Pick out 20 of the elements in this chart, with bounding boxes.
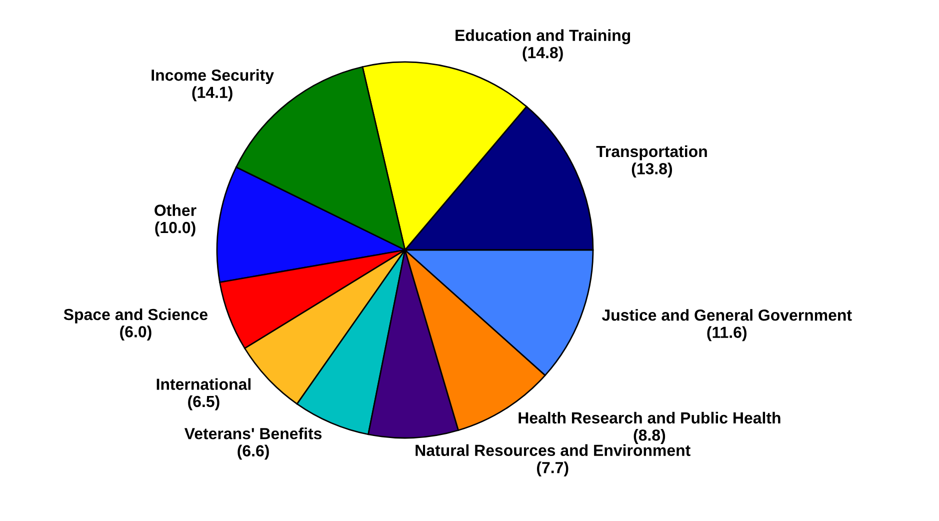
slice-label: Veterans' Benefits (184, 428, 322, 440)
slice-label: Natural Resources and Environment (416, 444, 690, 456)
slice-label: Justice and General Government (602, 309, 852, 321)
slice-label: Education and Training (456, 29, 630, 44)
data-label: (11.6) (707, 326, 746, 342)
data-label: (6.0) (120, 326, 152, 341)
data-label: (13.8) (632, 162, 672, 178)
data-label: (6.6) (238, 444, 269, 460)
slice-label: Space and Science (64, 308, 208, 324)
data-label: (6.5) (188, 395, 220, 410)
slice-label: International (156, 378, 250, 390)
slice-label: Transportation (596, 145, 707, 160)
data-label: (7.7) (536, 462, 568, 476)
slice-label: Other (154, 204, 196, 216)
slice-label: Health Research and Public Health (518, 412, 780, 424)
slice-label: Income Security (152, 69, 274, 84)
data-label: (14.8) (522, 46, 563, 62)
data-label: (8.8) (634, 429, 666, 444)
data-label: (10.0) (155, 221, 196, 236)
data-label: (14.1) (192, 86, 232, 102)
